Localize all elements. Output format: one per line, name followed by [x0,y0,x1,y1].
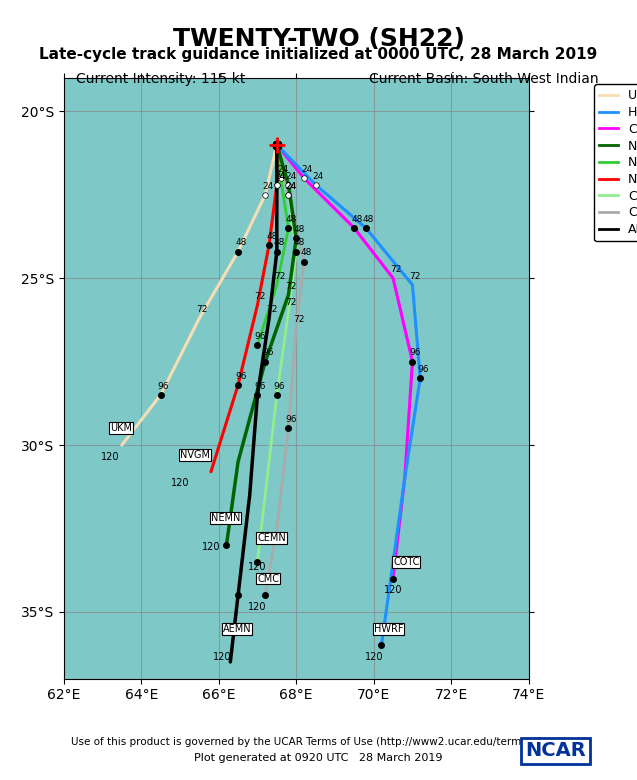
Text: 120: 120 [171,478,189,488]
Text: 72: 72 [285,282,297,291]
Text: 24: 24 [313,172,324,181]
Text: AEMN: AEMN [222,623,251,633]
Text: 72: 72 [266,305,278,314]
Text: 120: 120 [384,585,403,595]
Text: 48: 48 [352,215,363,224]
Text: 24: 24 [262,182,274,190]
Text: 120: 120 [202,542,220,551]
Text: 48: 48 [285,215,297,224]
Text: NCAR: NCAR [526,742,586,760]
Text: COTC: COTC [393,557,419,567]
Text: 120: 120 [101,452,120,462]
Text: 96: 96 [157,382,169,391]
Text: 48: 48 [363,215,375,224]
Text: 72: 72 [410,271,421,281]
Text: UKM: UKM [110,424,132,434]
Text: 48: 48 [293,239,304,247]
Text: 96: 96 [262,349,274,357]
Text: 24: 24 [301,165,312,174]
Text: 72: 72 [274,271,285,281]
Text: 48: 48 [266,232,278,241]
Text: 120: 120 [364,652,383,662]
Text: Plot generated at 0920 UTC   28 March 2019: Plot generated at 0920 UTC 28 March 2019 [194,753,443,763]
Legend: UKM, HWRF, COTC, NEMN, NGX, NVGM, CEMN, CMC, AEMN: UKM, HWRF, COTC, NEMN, NGX, NVGM, CEMN, … [594,84,637,241]
Text: 72: 72 [293,315,304,324]
Text: Late-cycle track guidance initialized at 0000 UTC, 28 March 2019: Late-cycle track guidance initialized at… [39,47,598,62]
Text: 48: 48 [274,239,285,247]
Text: 96: 96 [235,372,247,381]
Text: Current Intensity: 115 kt: Current Intensity: 115 kt [76,72,246,86]
Text: 72: 72 [196,305,208,314]
Text: 24: 24 [285,182,297,190]
Text: 96: 96 [255,332,266,341]
Text: Current Basin: South-West Indian: Current Basin: South-West Indian [369,72,599,86]
Text: 24: 24 [274,172,285,181]
Text: 96: 96 [285,415,297,424]
Text: 72: 72 [255,292,266,301]
Text: 96: 96 [255,382,266,391]
Text: 72: 72 [390,265,401,274]
Text: 48: 48 [235,239,247,247]
Text: 120: 120 [248,602,267,612]
Text: 48: 48 [293,225,304,234]
Text: NVGM: NVGM [180,450,210,460]
Text: 96: 96 [417,365,429,374]
Text: 48: 48 [301,248,312,257]
Text: 96: 96 [274,382,285,391]
Text: NEMN: NEMN [211,513,240,523]
Text: HWRF: HWRF [374,623,403,633]
Text: TWENTY-TWO (SH22): TWENTY-TWO (SH22) [173,27,464,51]
Text: 24: 24 [285,172,297,181]
Text: 24: 24 [274,172,285,181]
Text: 72: 72 [285,299,297,307]
Text: CEMN: CEMN [257,534,286,544]
Text: Use of this product is governed by the UCAR Terms of Use (http://www2.ucar.edu/t: Use of this product is governed by the U… [71,737,566,747]
Text: 24: 24 [285,182,297,190]
Text: 120: 120 [213,652,232,662]
Text: 24: 24 [278,165,289,174]
Text: 120: 120 [248,562,267,572]
Text: CMC: CMC [257,573,280,583]
Text: 96: 96 [410,349,421,357]
